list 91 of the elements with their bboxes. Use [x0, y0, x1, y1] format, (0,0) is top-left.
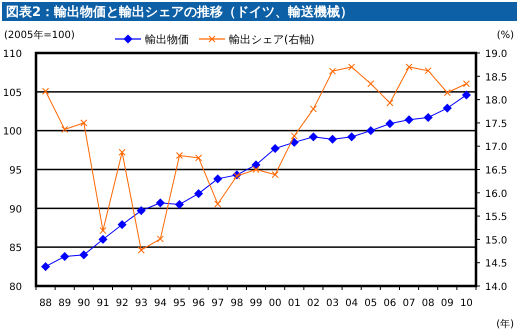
y2-tick-label: 14.5: [485, 258, 508, 270]
point: [424, 67, 432, 74]
y2-tick-label: 19.0: [485, 49, 508, 60]
point: [442, 104, 452, 113]
y2-tick-label: 17.0: [485, 142, 508, 154]
legend-label: 輸出シェア(右軸): [229, 33, 315, 46]
y-tick-label: 90: [9, 204, 22, 216]
legend-label: 輸出物価: [145, 33, 189, 46]
x-tick-label: 93: [134, 298, 148, 309]
point: [176, 152, 183, 160]
point: [329, 68, 336, 75]
point: [252, 166, 260, 173]
point: [406, 63, 413, 70]
point: [424, 112, 433, 122]
point: [444, 89, 451, 96]
y-tick-label: 95: [9, 166, 22, 176]
point: [98, 234, 108, 244]
y2-tick-label: 14.0: [485, 282, 508, 293]
point: [404, 115, 414, 124]
point: [290, 132, 298, 140]
x-tick-label: 06: [384, 298, 396, 309]
x-tick-label: 09: [440, 298, 454, 309]
y2-tick-label: 16.0: [485, 188, 508, 200]
x-tick-label: 03: [326, 298, 339, 309]
chart-title: 図表2：輸出物価と輸出シェアの推移（ドイツ、輸送機械）: [6, 5, 354, 20]
point: [42, 88, 50, 95]
x-axis-title: (年): [496, 318, 514, 330]
point: [348, 63, 356, 70]
x-tick-label: 99: [250, 298, 262, 309]
point: [270, 144, 280, 154]
point: [290, 138, 299, 147]
x-tick-label: 04: [345, 298, 358, 309]
x-tick-label: 95: [173, 298, 186, 309]
x-tick-label: 88: [39, 298, 52, 309]
x-tick-label: 98: [230, 298, 244, 309]
point: [195, 154, 202, 162]
point: [174, 200, 184, 209]
y-tick-label: 110: [2, 49, 22, 60]
x-tick-label: 97: [211, 298, 224, 309]
point: [136, 206, 146, 216]
point: [194, 189, 204, 198]
x-tick-label: 89: [58, 298, 72, 309]
point: [347, 132, 356, 142]
y2-tick-label: 18.5: [485, 72, 508, 84]
point: [213, 174, 222, 184]
y-tick-label: 105: [2, 88, 22, 99]
y-tick-label: 85: [9, 243, 22, 254]
point: [328, 134, 338, 144]
y2-axis-title: (%): [496, 30, 514, 41]
y2-tick-label: 15.5: [485, 212, 508, 224]
point: [118, 220, 127, 230]
x-tick-label: 00: [268, 298, 282, 309]
x-tick-label: 96: [192, 298, 205, 309]
point: [80, 119, 88, 126]
y2-tick-label: 17.5: [485, 118, 508, 130]
y-axis-title: (2005年=100): [4, 29, 75, 41]
point: [60, 252, 70, 261]
y-tick-label: 100: [2, 126, 22, 138]
x-tick-label: 10: [460, 298, 473, 309]
point: [138, 246, 145, 254]
point: [61, 126, 68, 133]
x-tick-label: 02: [307, 298, 320, 309]
point: [272, 171, 279, 178]
point: [462, 90, 471, 100]
x-tick-label: 91: [96, 298, 110, 309]
x-tick-label: 05: [364, 298, 378, 309]
point: [366, 126, 376, 136]
point: [367, 80, 374, 88]
point: [99, 227, 106, 234]
x-tick-label: 08: [422, 298, 435, 309]
y2-tick-label: 15.0: [485, 235, 508, 246]
point: [386, 99, 394, 106]
point: [41, 262, 50, 272]
x-tick-label: 92: [116, 298, 128, 309]
y2-tick-label: 16.5: [485, 166, 508, 176]
x-tick-label: 90: [77, 298, 90, 309]
point: [118, 148, 126, 156]
y2-tick-label: 18.0: [485, 96, 508, 107]
point: [79, 250, 88, 260]
y-tick-label: 80: [9, 282, 22, 293]
point: [233, 172, 240, 180]
point: [156, 235, 164, 242]
point: [385, 119, 394, 128]
point: [308, 132, 318, 142]
point: [310, 105, 317, 112]
x-tick-label: 07: [402, 298, 416, 309]
x-tick-label: 01: [288, 298, 301, 309]
point: [156, 198, 165, 208]
point: [214, 200, 222, 208]
x-tick-label: 94: [154, 298, 167, 309]
point: [462, 80, 470, 88]
